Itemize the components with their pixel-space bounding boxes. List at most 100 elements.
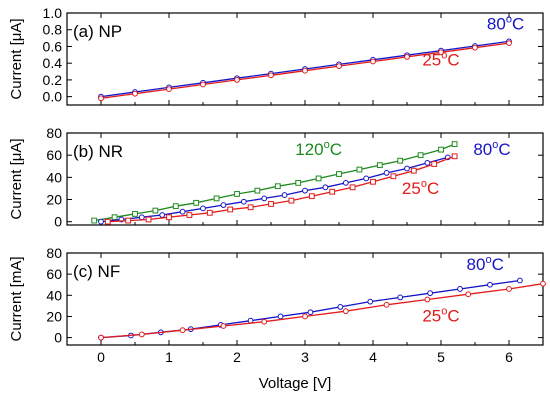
series-label-unit: C [492,255,504,274]
data-point [179,208,186,215]
series-label-value: 120 [295,140,323,159]
data-point [295,179,302,186]
data-point [145,216,152,223]
series-line [107,155,455,223]
y-tick-label: 20 [46,308,62,324]
series-label-degree: o [324,139,330,151]
data-point [376,162,383,169]
data-point [356,166,363,173]
series-3 [104,153,458,225]
data-point [342,179,349,186]
data-point [98,334,104,341]
data-point [179,327,186,334]
data-point [308,193,315,200]
data-point [200,205,206,212]
data-point [363,175,370,182]
data-point [367,298,374,305]
data-point [138,214,145,221]
data-point [336,171,342,177]
data-point [234,191,240,197]
y-tick-label: 0.6 [43,38,63,54]
data-point [152,207,159,214]
data-point [193,199,200,206]
data-point [240,198,247,205]
series-label-value: 25 [402,179,421,198]
data-point [261,318,268,325]
data-point [302,313,308,320]
data-point [104,218,111,225]
series-line [100,156,448,223]
data-point [410,167,417,174]
y-tick-label: 60 [46,266,62,282]
x-axis-label: Voltage [V] [259,375,332,392]
data-point [451,141,458,147]
y-tick-label: 0 [54,214,62,230]
data-point [349,184,356,191]
series-label-unit: C [427,179,439,198]
series-label-value: 80 [487,15,506,34]
data-point [337,304,344,310]
data-point [487,281,493,288]
series-label-unit: C [330,140,342,159]
data-point [268,201,274,207]
data-point [213,195,220,202]
data-point [427,290,434,297]
series-2 [98,40,512,102]
y-tick-label: 0.2 [43,72,63,88]
data-point [438,49,444,56]
data-point [397,294,404,301]
data-point [383,301,390,308]
y-tick-label: 1.0 [43,5,63,21]
y-tick-label: 20 [46,192,62,208]
data-point [132,90,138,97]
series-2 [98,280,546,341]
data-point [132,211,138,217]
data-point [472,44,478,51]
data-point [234,77,240,83]
x-tick-label: 1 [165,349,173,365]
data-point [200,81,206,88]
x-tick-label: 0 [97,349,105,365]
data-point [322,184,329,191]
data-point [274,183,281,190]
data-point [390,173,397,180]
data-point [166,214,172,221]
data-point [417,152,424,159]
data-point [111,214,118,221]
data-point [125,217,132,224]
series-label-degree: o [421,178,427,190]
series-label-degree: o [485,254,491,266]
data-point [370,58,376,65]
data-point [342,308,349,315]
data-point [383,170,390,176]
y-tick-label: 80 [46,125,62,141]
series-label-degree: o [492,139,498,151]
series-label-value: 80 [473,140,492,159]
y-tick-label: 80 [46,245,62,261]
series-label-degree: o [441,306,447,318]
series-label: 80oC [467,254,504,274]
x-tick-label: 3 [301,349,309,365]
data-point [465,291,472,298]
y-tick-label: 40 [46,169,62,185]
data-point [302,67,308,74]
series-2 [98,154,451,225]
data-point [307,309,314,316]
data-point [370,178,376,185]
data-point [397,157,404,164]
series-line [94,143,455,222]
data-point [220,202,227,208]
data-point [98,218,104,225]
y-axis-label: Current [μA] [8,18,25,99]
x-tick-label: 6 [505,349,513,365]
data-point [277,313,284,320]
data-point [516,277,523,284]
data-point [457,286,463,292]
series-label: 25oC [422,50,459,70]
series-label: 80oC [487,14,524,34]
data-point [315,175,322,182]
y-axis-label: Current [μA] [8,138,25,219]
